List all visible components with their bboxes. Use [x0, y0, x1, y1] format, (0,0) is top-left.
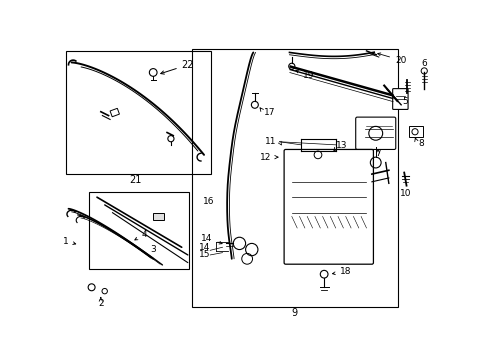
- Bar: [66, 51, 210, 174]
- Text: 22: 22: [161, 60, 194, 74]
- Bar: [89, 192, 189, 269]
- Bar: [110, 108, 119, 117]
- Text: 9: 9: [291, 308, 297, 318]
- Bar: [191, 49, 397, 307]
- Text: 11: 11: [264, 137, 276, 146]
- Text: 20: 20: [377, 53, 406, 65]
- Bar: [408, 126, 422, 137]
- Text: 8: 8: [417, 139, 423, 148]
- Text: 17: 17: [264, 108, 275, 117]
- FancyBboxPatch shape: [355, 117, 395, 149]
- Text: 16: 16: [202, 197, 214, 206]
- Text: 2: 2: [98, 299, 103, 308]
- Text: 18: 18: [332, 267, 350, 276]
- Text: 3: 3: [150, 245, 156, 254]
- Text: 4: 4: [135, 230, 147, 240]
- Text: 21: 21: [129, 175, 142, 185]
- FancyBboxPatch shape: [284, 149, 373, 264]
- Text: 5: 5: [401, 97, 407, 106]
- Text: 7: 7: [374, 149, 380, 158]
- Text: 15: 15: [198, 251, 210, 260]
- Text: 10: 10: [399, 189, 411, 198]
- Text: 12: 12: [260, 153, 271, 162]
- Text: 14: 14: [201, 234, 222, 244]
- Text: 19: 19: [295, 70, 313, 80]
- FancyBboxPatch shape: [392, 89, 407, 109]
- Bar: [153, 213, 163, 220]
- Text: 1: 1: [62, 237, 76, 246]
- Text: 14: 14: [199, 243, 210, 252]
- Text: 13: 13: [335, 141, 346, 150]
- Text: 6: 6: [421, 59, 426, 68]
